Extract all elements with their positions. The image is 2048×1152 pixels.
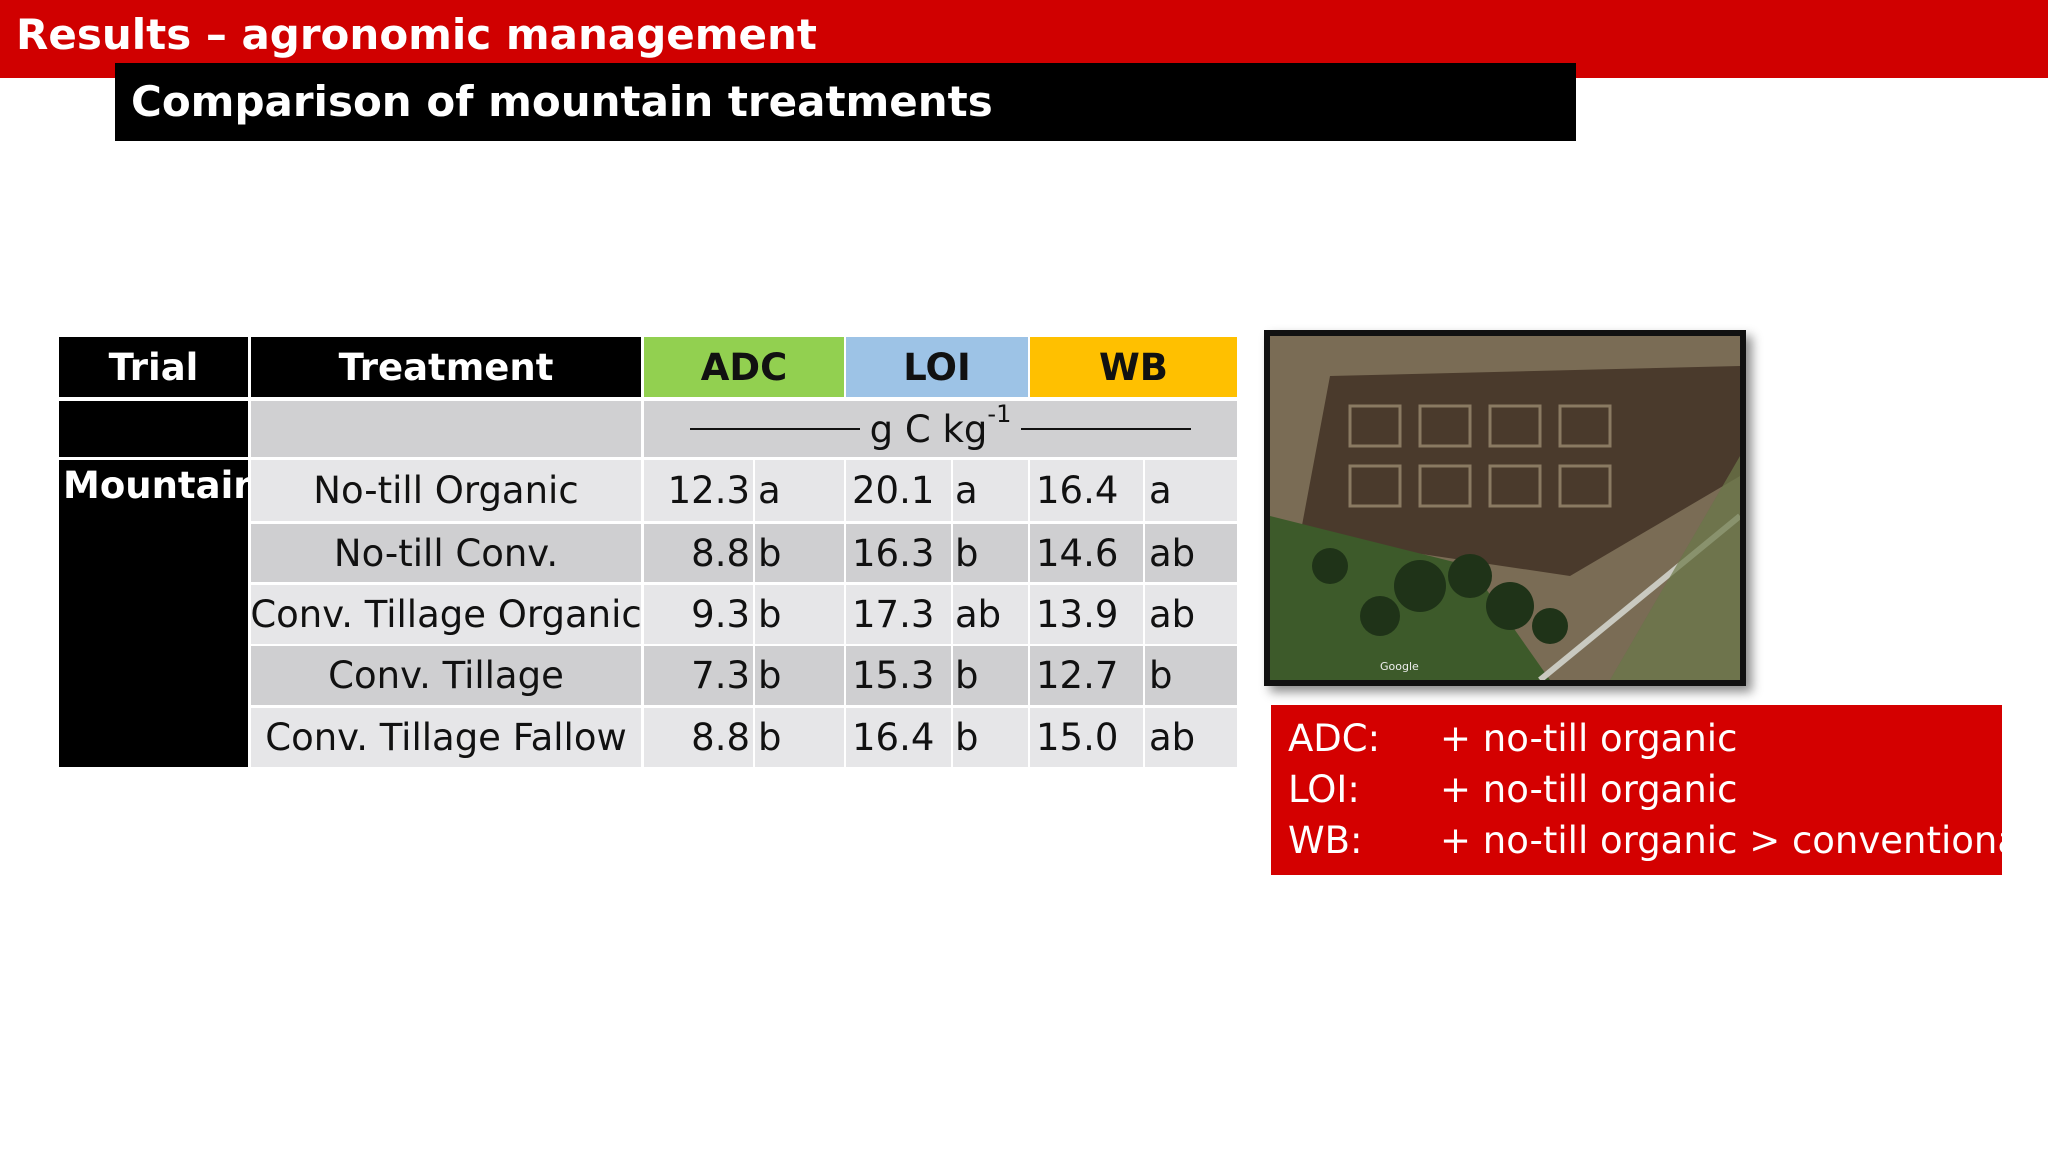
significance-letter: b — [758, 593, 782, 636]
significance-letter: b — [758, 531, 782, 575]
slide-subtitle: Comparison of mountain treatments — [131, 77, 993, 126]
value-cell-bg — [846, 708, 1028, 767]
significance-letter: b — [955, 716, 979, 759]
value-cell-bg — [846, 460, 1028, 521]
treatment-cell: Conv. Tillage Fallow — [251, 708, 641, 767]
summary-callout: ADC: + no-till organic LOI: + no-till organ… — [1271, 705, 2030, 875]
cell-divider — [753, 585, 755, 644]
photo-watermark: Google — [1380, 660, 1419, 673]
callout-text: + no-till organic — [1440, 768, 1738, 811]
treatment-cell: Conv. Tillage Organic — [250, 585, 642, 644]
value: 12.7 — [1036, 654, 1119, 697]
value: 20.1 — [852, 469, 935, 512]
cell-divider — [1143, 460, 1145, 521]
column-header: Trial — [59, 337, 248, 397]
value: 15.0 — [1036, 716, 1119, 759]
callout-label: WB: — [1288, 819, 1363, 862]
cell-divider — [951, 460, 953, 521]
cell-divider — [753, 708, 755, 767]
cell-divider — [753, 646, 755, 705]
treatment-cell: No-till Organic — [251, 460, 641, 521]
value: 16.3 — [852, 531, 935, 575]
unit-trial-cell — [59, 401, 248, 457]
cell-divider — [951, 585, 953, 644]
slide-title: Results – agronomic management — [16, 10, 817, 59]
cell-divider — [1143, 524, 1145, 582]
value-cell-bg — [846, 524, 1028, 582]
significance-letter: b — [955, 531, 979, 575]
value-cell-bg — [846, 646, 1028, 705]
callout-label: LOI: — [1288, 768, 1360, 811]
column-header: Treatment — [251, 337, 641, 397]
significance-letter: a — [955, 469, 978, 512]
value: 16.4 — [852, 716, 935, 759]
unit-rule — [1021, 428, 1192, 430]
significance-letter: ab — [1149, 593, 1196, 636]
callout-text: + no-till organic > conventional — [1440, 819, 2031, 862]
significance-letter: ab — [1149, 716, 1196, 759]
value: 13.9 — [1036, 593, 1119, 636]
value-cell-bg — [1030, 585, 1237, 644]
value: 14.6 — [1036, 531, 1119, 575]
callout-text: + no-till organic — [1440, 717, 1738, 760]
cell-divider — [753, 460, 755, 521]
cell-divider — [1143, 585, 1145, 644]
unit-text: g C kg -1 — [869, 400, 1012, 451]
value: 8.8 — [691, 716, 750, 759]
significance-letter: b — [758, 716, 782, 759]
callout-label: ADC: — [1288, 717, 1381, 760]
value: 7.3 — [691, 654, 750, 697]
value-cell-bg — [644, 460, 844, 521]
unit-superscript: -1 — [987, 399, 1012, 428]
value: 15.3 — [852, 654, 935, 697]
significance-letter: b — [1149, 654, 1173, 697]
unit-rule — [689, 428, 860, 430]
cell-divider — [753, 524, 755, 582]
cell-divider — [1143, 646, 1145, 705]
value: 17.3 — [852, 593, 935, 636]
cell-divider — [951, 646, 953, 705]
column-header: ADC — [644, 337, 844, 397]
significance-letter: b — [758, 654, 782, 697]
value-cell-bg — [846, 585, 1028, 644]
value-cell-bg — [1030, 460, 1237, 521]
value: 8.8 — [691, 531, 750, 575]
value: 16.4 — [1036, 469, 1119, 512]
value-cell-bg — [644, 708, 844, 767]
treatment-cell: No-till Conv. — [251, 524, 641, 582]
value-cell-bg — [644, 524, 844, 582]
value-cell-bg — [1030, 646, 1237, 705]
value: 12.3 — [667, 469, 750, 512]
value: 9.3 — [691, 593, 750, 636]
significance-letter: ab — [955, 593, 1002, 636]
value-cell-bg — [1030, 524, 1237, 582]
cell-divider — [951, 708, 953, 767]
unit-row: g C kg -1 — [644, 400, 1237, 457]
unit-base: g C kg — [869, 407, 988, 451]
cell-divider — [951, 524, 953, 582]
treatment-cell: Conv. Tillage — [251, 646, 641, 705]
aerial-image: Google — [1270, 336, 1742, 683]
aerial-photo: Google — [1264, 330, 1746, 686]
significance-letter: a — [758, 469, 781, 512]
value-cell-bg — [644, 646, 844, 705]
value-cell-bg — [644, 585, 844, 644]
unit-treatment-cell — [251, 401, 641, 457]
significance-letter: b — [955, 654, 979, 697]
column-header: LOI — [846, 337, 1028, 397]
significance-letter: ab — [1149, 531, 1196, 575]
trial-cell: Mountain — [59, 460, 260, 767]
column-header: WB — [1030, 337, 1237, 397]
significance-letter: a — [1149, 469, 1172, 512]
cell-divider — [1143, 708, 1145, 767]
value-cell-bg — [1030, 708, 1237, 767]
subtitle-bar: Comparison of mountain treatments — [115, 63, 1576, 141]
